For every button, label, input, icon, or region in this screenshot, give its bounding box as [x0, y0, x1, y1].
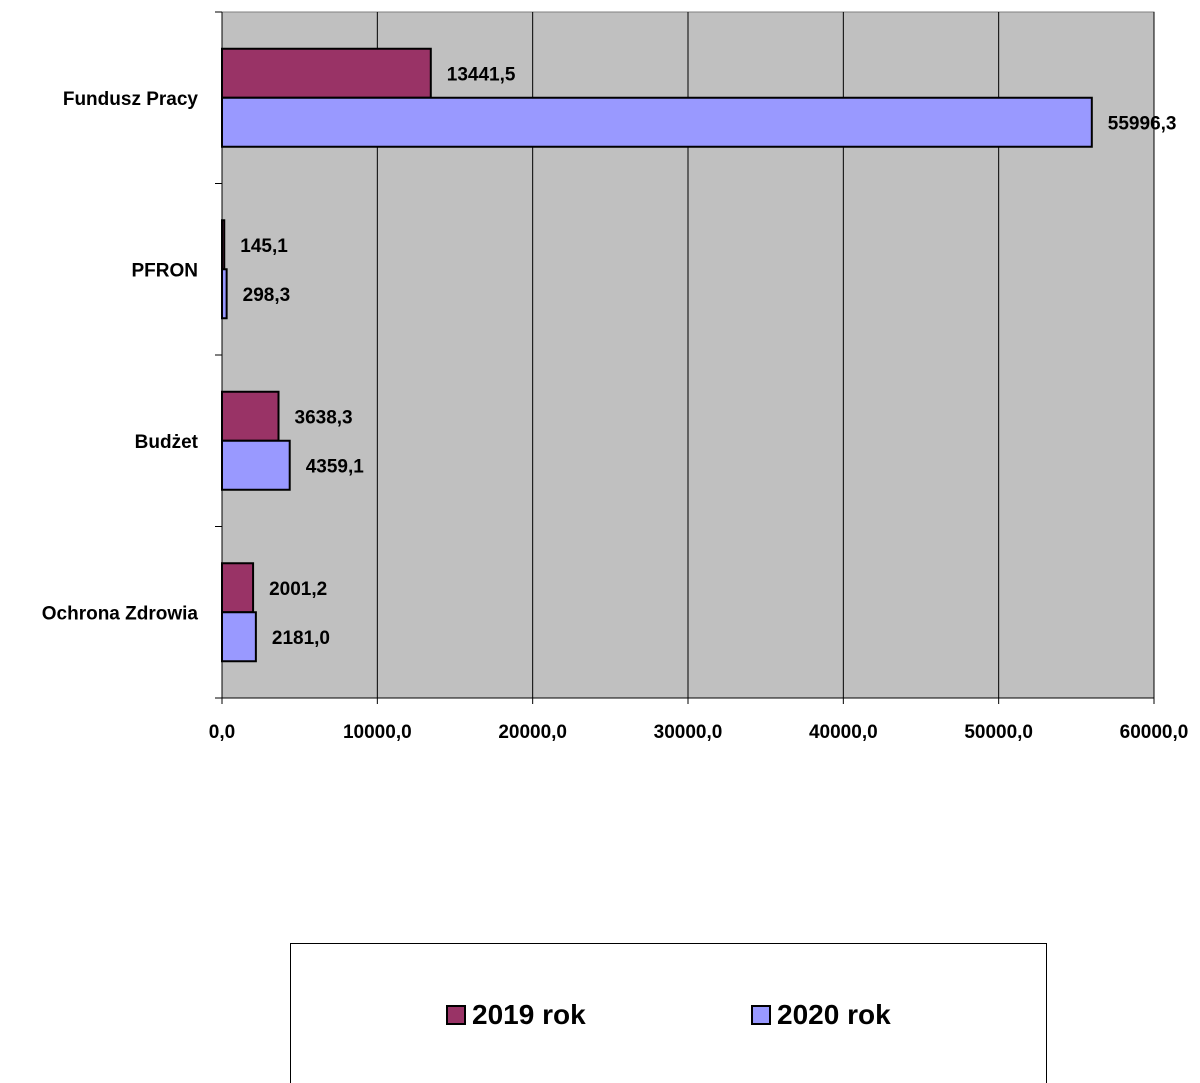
x-tick-label: 40000,0: [809, 722, 878, 743]
legend-swatch-2020: [751, 1005, 771, 1025]
plot-area: 0,0 10000,0 20000,0 30000,0 40000,0 50000,0 60…: [42, 11, 1189, 743]
data-label: 13441,5: [447, 64, 516, 85]
data-label: 4359,1: [306, 456, 365, 477]
bar: [221, 219, 226, 271]
x-tick-label: 30000,0: [654, 722, 723, 743]
data-label: 3638,3: [295, 407, 353, 428]
x-tick-label: 50000,0: [964, 722, 1033, 743]
category-label: Ochrona Zdrowia: [42, 603, 199, 624]
data-label: 145,1: [240, 236, 288, 257]
category-label: Fundusz Pracy: [63, 89, 199, 110]
data-label: 2181,0: [272, 628, 330, 649]
bar: [221, 47, 432, 99]
data-label: 55996,3: [1108, 113, 1177, 134]
bar: [221, 439, 291, 491]
bar: [221, 390, 280, 442]
bar: [221, 611, 257, 663]
legend: 2019 rok 2020 rok: [290, 943, 1047, 1083]
x-tick-label: 0,0: [209, 722, 235, 743]
legend-swatch-2019: [446, 1005, 466, 1025]
legend-item-2019: 2019 rok: [446, 999, 586, 1031]
bar-chart: 0,0 10000,0 20000,0 30000,0 40000,0 50000,0 60…: [42, 11, 1189, 743]
legend-item-2020: 2020 rok: [751, 999, 891, 1031]
bar: [221, 96, 1093, 148]
data-label: 298,3: [243, 285, 291, 306]
bar: [221, 562, 255, 614]
data-label: 2001,2: [269, 579, 327, 600]
x-tick-label: 10000,0: [343, 722, 412, 743]
bar: [221, 268, 228, 320]
legend-label-2019: 2019 rok: [472, 999, 586, 1030]
x-tick-label: 60000,0: [1120, 722, 1189, 743]
category-label: Budżet: [135, 432, 199, 453]
category-label: PFRON: [132, 260, 199, 281]
x-tick-label: 20000,0: [498, 722, 567, 743]
legend-label-2020: 2020 rok: [777, 999, 891, 1030]
